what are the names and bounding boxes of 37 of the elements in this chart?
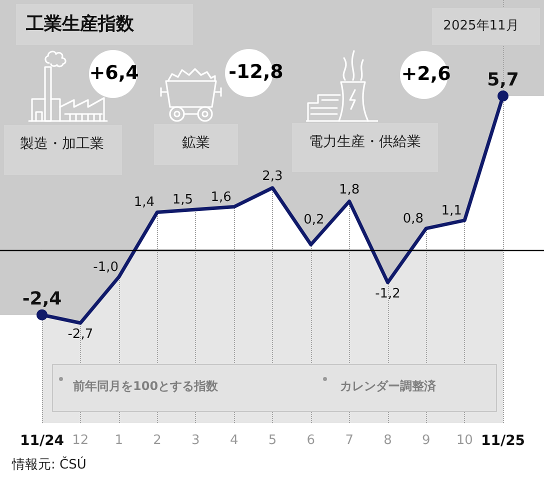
annotation: 電力生産・供給業 bbox=[309, 134, 421, 150]
data-label: 1,4 bbox=[134, 195, 155, 210]
x-tick-label: 1 bbox=[114, 433, 123, 448]
x-tick-label: 9 bbox=[422, 433, 430, 448]
data-label: 1,5 bbox=[172, 192, 194, 208]
data-label: 0,8 bbox=[402, 211, 424, 226]
x-tick-label: 4 bbox=[230, 433, 238, 448]
x-tick-label: 11/24 bbox=[20, 433, 64, 449]
text: +2,6 bbox=[401, 63, 451, 86]
data-label: 1,6 bbox=[210, 190, 232, 205]
data-label: 0,2 bbox=[304, 212, 324, 228]
text: 情報元: ČSÚ bbox=[12, 458, 86, 474]
data-label: -1,2 bbox=[375, 286, 400, 302]
data-label: -2,4 bbox=[22, 288, 62, 310]
data-label: 1,1 bbox=[441, 203, 462, 218]
x-tick-label: 7 bbox=[345, 433, 354, 448]
x-tick-label: 3 bbox=[192, 433, 200, 448]
annotation: 鉱業 bbox=[182, 134, 210, 152]
x-tick-label: 11/25 bbox=[480, 433, 526, 449]
x-tick-label: 6 bbox=[306, 433, 316, 448]
x-tick-label: 10 bbox=[456, 433, 473, 448]
text: カレンダー調整済 bbox=[340, 379, 436, 394]
data-label: 5,7 bbox=[487, 70, 519, 90]
data-label: -1,0 bbox=[93, 260, 119, 276]
data-label: -2,7 bbox=[68, 327, 94, 342]
x-tick-label: 8 bbox=[384, 433, 392, 448]
text: -12,8 bbox=[228, 61, 284, 84]
x-tick-label: 12 bbox=[72, 433, 89, 448]
data-label: 1,8 bbox=[338, 182, 360, 198]
annotation: 製造・加工業 bbox=[20, 136, 104, 152]
chart-subtitle: 2025年11月 bbox=[443, 18, 519, 34]
text: 前年同月を100とする指数 bbox=[73, 379, 218, 394]
chart-title: 工業生産指数 bbox=[26, 14, 134, 36]
data-label: 2,3 bbox=[262, 168, 283, 184]
x-tick-label: 5 bbox=[268, 433, 277, 448]
text: +6,4 bbox=[89, 62, 139, 85]
x-tick-label: 2 bbox=[153, 433, 162, 448]
